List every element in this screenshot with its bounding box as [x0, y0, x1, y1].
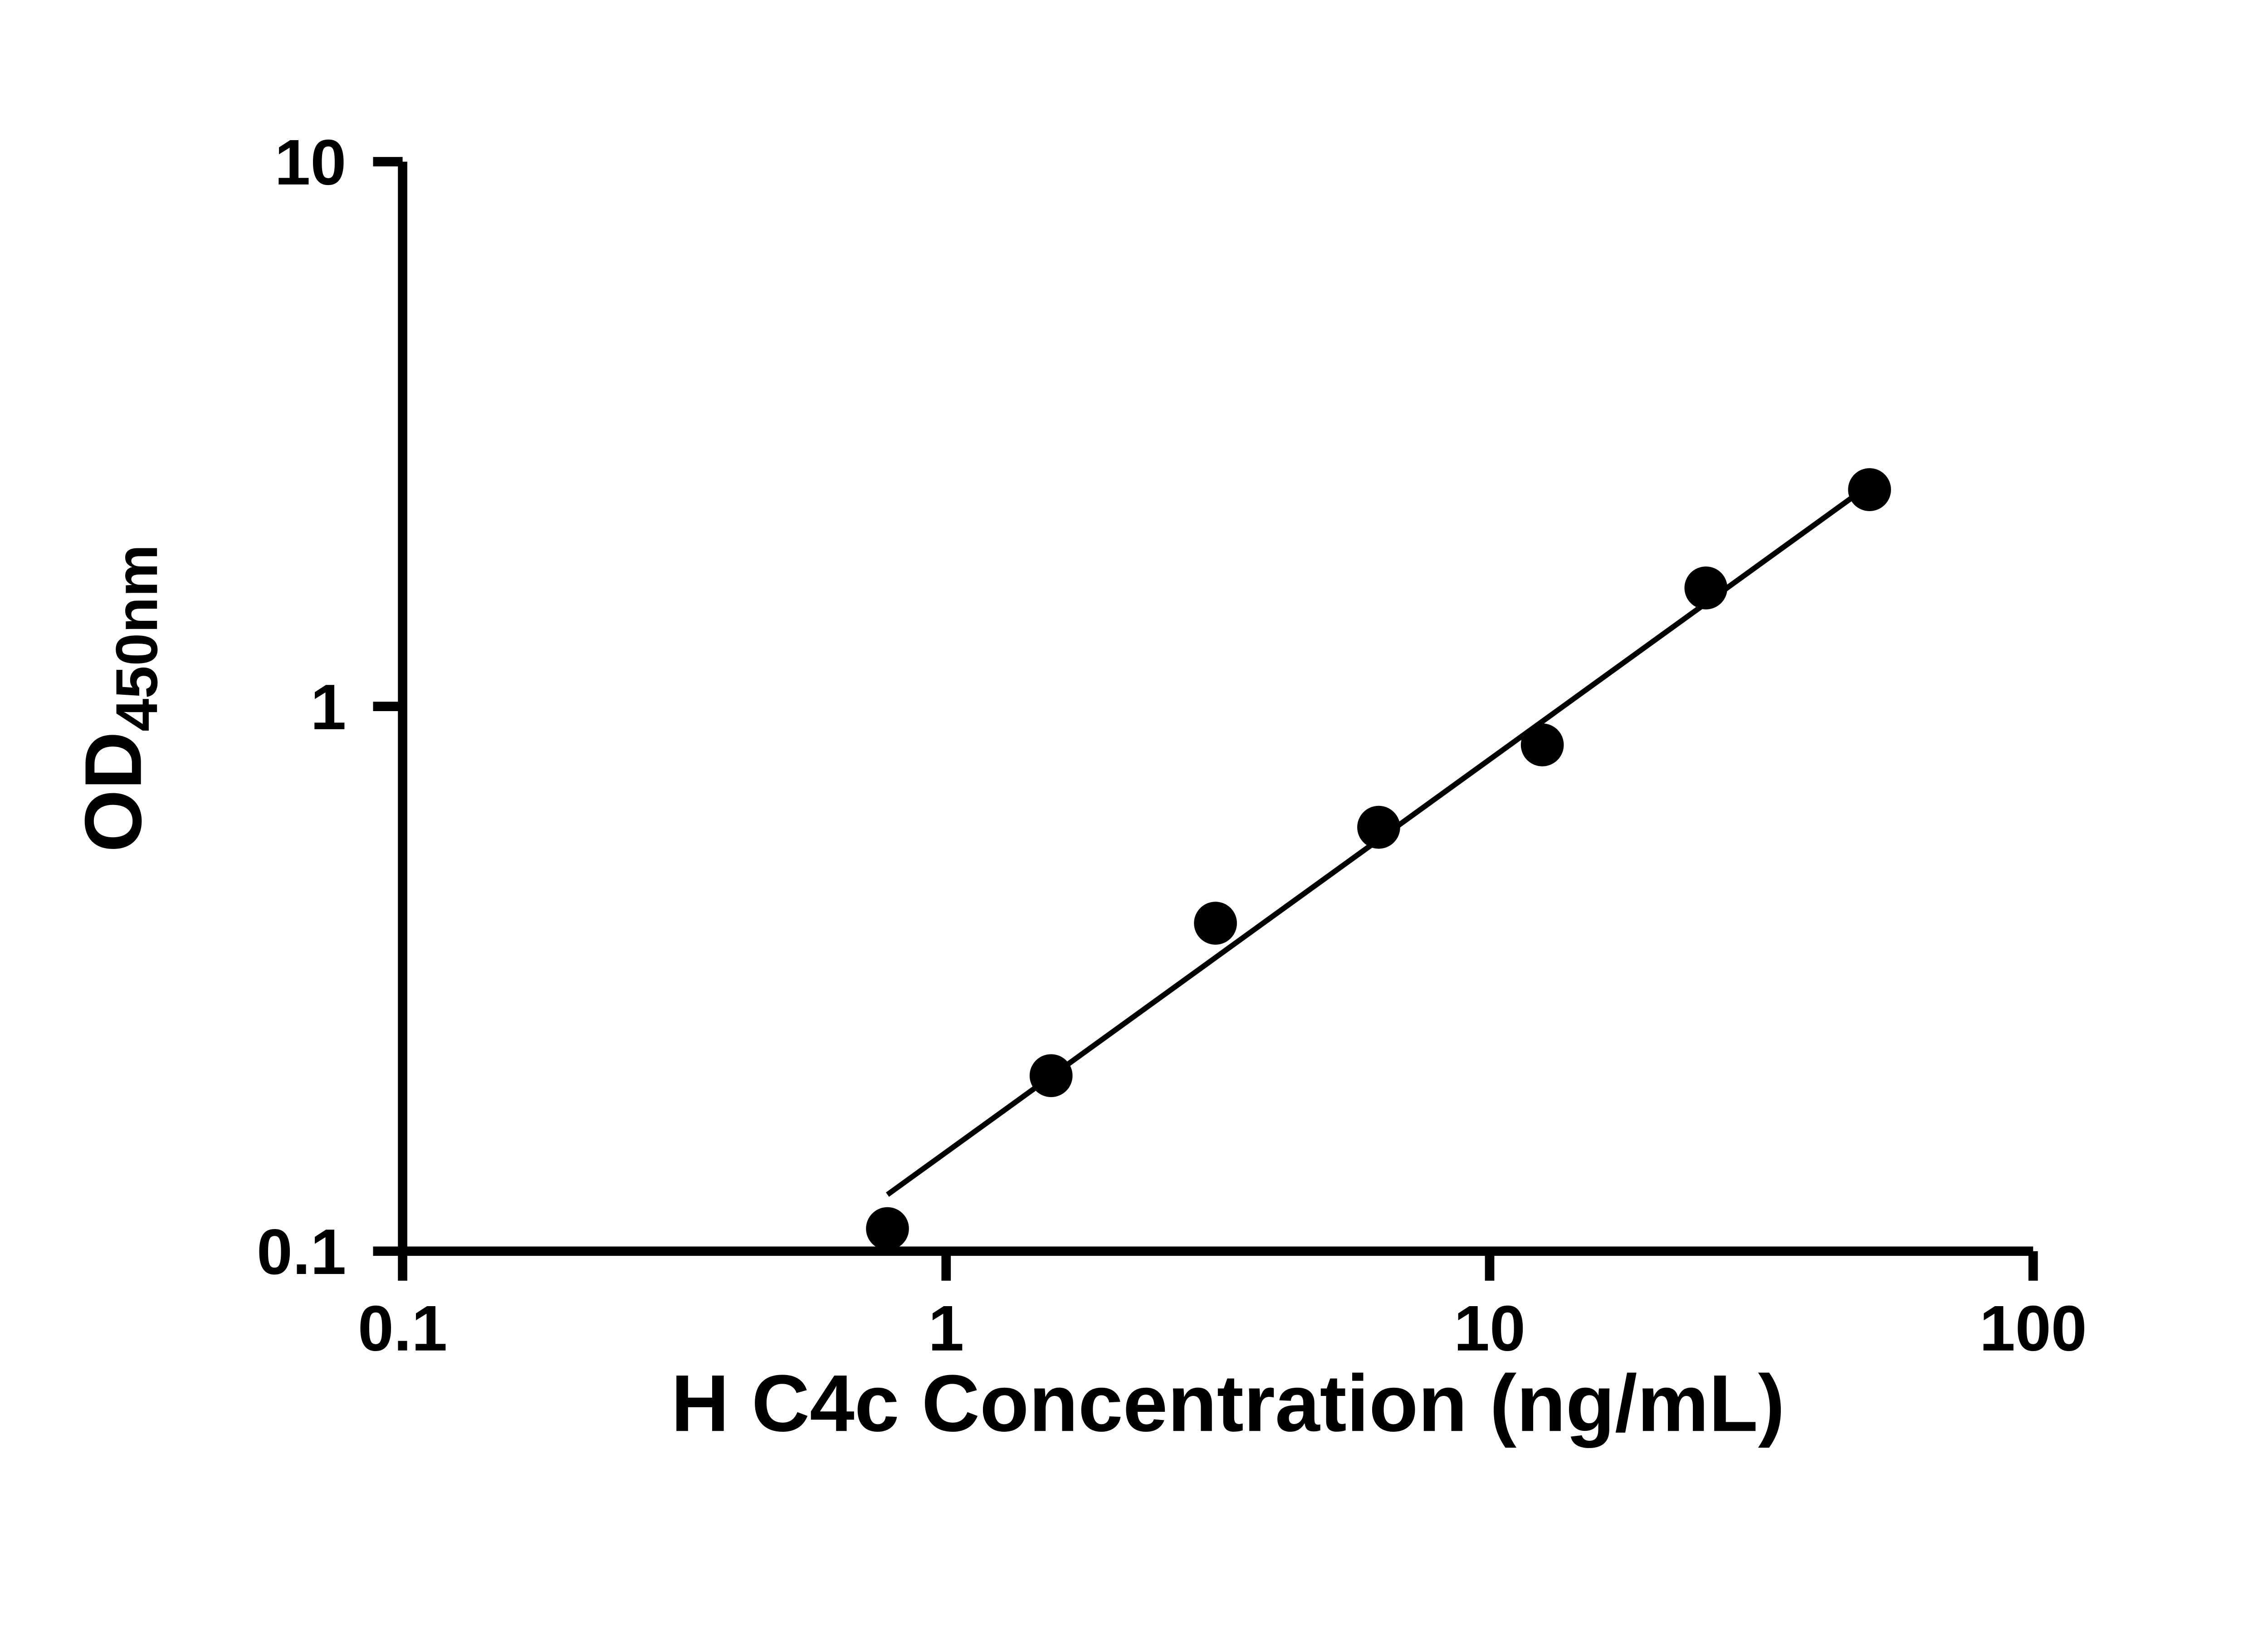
data-point [1194, 902, 1237, 945]
y-axis-title-main: OD [68, 732, 158, 852]
y-axis-title-sub: 450nm [103, 545, 170, 732]
x-tick-label: 0.1 [358, 1293, 447, 1365]
x-tick-label: 100 [1980, 1293, 2087, 1365]
axes-frame [398, 161, 2033, 1256]
data-point [1520, 723, 1564, 766]
data-point [1357, 805, 1400, 849]
data-point [1684, 566, 1728, 610]
y-tick-label: 1 [310, 671, 346, 743]
data-point [1029, 1054, 1073, 1098]
y-tick-label: 10 [274, 127, 346, 199]
x-tick-label: 10 [1454, 1293, 1525, 1365]
y-tick-label: 0.1 [257, 1216, 346, 1288]
data-point [866, 1207, 909, 1250]
y-axis-title: OD450nm [68, 545, 170, 853]
x-axis-ticks: 0.1 1 10 100 [358, 1251, 2087, 1365]
x-tick-label: 1 [928, 1293, 964, 1365]
plot-area: 0.1 1 10 100 0.1 1 10 [257, 127, 2087, 1365]
x-axis-title: H C4c Concentration (ng/mL) [671, 1358, 1784, 1448]
data-point [1848, 468, 1891, 511]
data-points-group [866, 468, 1891, 1250]
y-axis-ticks: 0.1 1 10 [257, 127, 403, 1288]
